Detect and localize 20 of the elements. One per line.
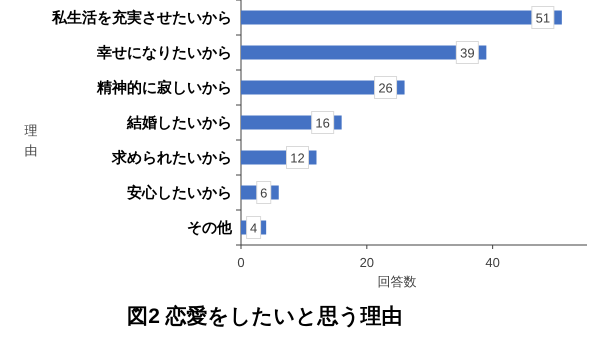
y-tick-label: 私生活を充実させたいから xyxy=(51,8,232,26)
y-tick-label: 結婚したいから xyxy=(126,114,232,132)
x-tick-label: 20 xyxy=(360,255,374,270)
value-label: 12 xyxy=(290,150,305,166)
x-tick-label: 40 xyxy=(485,255,500,270)
value-label: 26 xyxy=(378,80,393,96)
y-tick-label: 幸せになりたいから xyxy=(96,44,232,62)
value-label: 16 xyxy=(315,116,330,130)
value-label: 4 xyxy=(250,220,258,236)
value-label: 6 xyxy=(260,186,268,200)
y-axis-title: 理由 xyxy=(24,123,38,158)
text: 図2 恋愛をしたいと思う理由 xyxy=(127,304,403,328)
value-label: 51 xyxy=(536,10,550,26)
y-tick-label: その他 xyxy=(187,220,233,236)
x-tick-label: 0 xyxy=(237,255,245,270)
y-tick-label: 精神的に寂しいから xyxy=(96,78,232,96)
x-axis-title: 回答数 xyxy=(378,274,416,289)
value-label: 39 xyxy=(460,46,475,60)
y-tick-label: 求められたいから xyxy=(111,150,232,166)
y-tick-label: 安心したいから xyxy=(127,184,232,202)
